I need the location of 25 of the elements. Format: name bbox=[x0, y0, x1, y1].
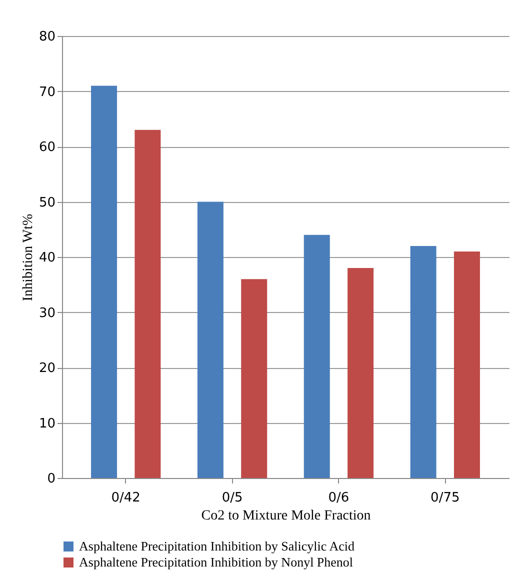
bar bbox=[197, 202, 224, 478]
x-tick-label: 0/5 bbox=[222, 490, 243, 506]
y-tick-label: 20 bbox=[38, 361, 56, 376]
y-tick-label: 10 bbox=[38, 416, 56, 432]
legend-label: Asphaltene Precipitation Inhibition by Nonyl Phenol bbox=[79, 554, 354, 570]
legend-label: Asphaltene Precipitation Inhibition by Salicylic Acid bbox=[79, 538, 355, 554]
bar bbox=[410, 246, 436, 478]
y-tick-label: 40 bbox=[38, 250, 56, 266]
x-axis-title: Co2 to Mixture Mole Fraction bbox=[201, 508, 371, 524]
x-tick-label: 0/42 bbox=[111, 490, 140, 506]
y-tick-label: 80 bbox=[38, 30, 56, 44]
y-tick-label: 50 bbox=[38, 195, 56, 210]
bar bbox=[304, 234, 330, 478]
y-tick-label: 70 bbox=[38, 84, 56, 100]
bar bbox=[134, 130, 161, 478]
bar bbox=[348, 268, 374, 478]
y-tick-label: 60 bbox=[38, 140, 56, 155]
bar bbox=[91, 86, 118, 478]
y-axis-title: Inhibition Wt% bbox=[20, 214, 36, 302]
x-tick-label: 0/6 bbox=[328, 490, 350, 506]
y-tick-label: 30 bbox=[38, 306, 56, 321]
bar bbox=[454, 251, 480, 478]
y-tick-label: 0 bbox=[47, 472, 56, 486]
bar bbox=[241, 279, 268, 478]
x-tick-label: 0/75 bbox=[430, 490, 460, 506]
